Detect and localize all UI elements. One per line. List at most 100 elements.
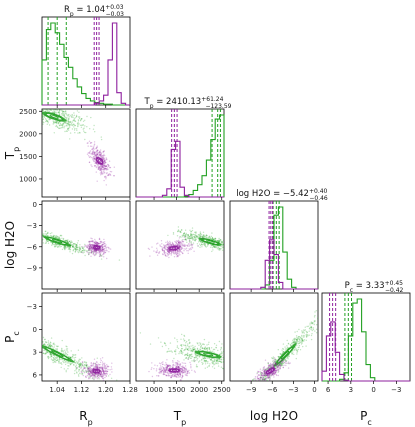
sample-point	[274, 367, 277, 369]
sample-point	[70, 242, 72, 244]
sample-point	[170, 365, 172, 368]
sample-point	[106, 257, 108, 260]
sample-point	[55, 121, 57, 124]
sample-point	[36, 231, 37, 232]
sample-point	[93, 143, 96, 145]
sample-point	[265, 369, 267, 371]
sample-point	[104, 167, 107, 170]
sample-point	[185, 247, 188, 249]
sample-point	[203, 343, 205, 346]
sample-point	[45, 120, 47, 123]
sample-point	[180, 370, 182, 372]
sample-point	[261, 377, 263, 379]
sample-point	[212, 249, 214, 251]
sample-point	[181, 239, 183, 241]
sample-point	[75, 248, 77, 250]
sample-point	[176, 244, 178, 246]
sample-point	[259, 372, 262, 375]
sample-point	[95, 363, 97, 366]
sample-point	[44, 341, 47, 343]
sample-point	[176, 244, 179, 246]
sample-point	[182, 238, 184, 241]
sample-point	[174, 375, 176, 378]
sample-point	[170, 376, 172, 379]
sample-point	[101, 363, 104, 365]
diagonal-panel-Rp: Rp = 1.04+0.03 −0.03	[41, 4, 131, 106]
sample-point	[103, 162, 106, 164]
sample-point	[311, 329, 313, 332]
sample-point	[49, 345, 52, 348]
sample-point	[191, 349, 193, 352]
sample-point	[181, 245, 183, 247]
sample-point	[281, 363, 283, 366]
sample-point	[75, 115, 78, 118]
sample-point	[225, 247, 226, 248]
sample-point	[71, 356, 74, 358]
sample-point	[78, 360, 80, 362]
sample-point	[180, 251, 182, 253]
sample-point	[267, 377, 269, 379]
sample-point	[277, 355, 279, 358]
sample-point	[90, 237, 92, 239]
sample-point	[51, 241, 54, 244]
sample-point	[79, 124, 82, 127]
sample-point	[72, 249, 75, 251]
sample-point	[285, 360, 288, 362]
sample-point	[203, 242, 205, 245]
sample-point	[223, 352, 224, 353]
sample-point	[264, 378, 266, 381]
sample-point	[75, 367, 78, 370]
sample-point	[185, 239, 188, 241]
sample-point	[92, 374, 94, 376]
sample-point	[56, 359, 58, 362]
sample-point	[43, 233, 45, 235]
sample-point	[209, 237, 211, 239]
sample-point	[221, 249, 224, 251]
sample-point	[227, 356, 228, 357]
sample-point	[74, 117, 77, 119]
sample-point	[179, 242, 181, 244]
sample-point	[52, 235, 54, 237]
sample-point	[100, 136, 103, 138]
sample-point	[85, 361, 88, 364]
sample-point	[56, 120, 58, 123]
sample-point	[101, 367, 103, 369]
sample-point	[93, 160, 95, 162]
sample-point	[19, 229, 20, 230]
sample-point	[176, 373, 179, 376]
sample-point	[226, 354, 227, 355]
sample-point	[213, 360, 215, 362]
sample-point	[73, 243, 75, 245]
sample-point	[221, 241, 223, 243]
sample-point	[55, 109, 57, 111]
sample-point	[204, 244, 206, 246]
sample-point	[91, 245, 93, 248]
sample-point	[33, 339, 34, 340]
sample-point	[84, 361, 86, 363]
sample-point	[175, 375, 177, 377]
sample-point	[81, 118, 83, 120]
sample-point	[103, 373, 105, 375]
sample-point	[40, 341, 41, 342]
sample-point	[219, 239, 222, 241]
sample-point	[103, 167, 106, 169]
sample-point	[69, 138, 71, 140]
sample-point	[73, 247, 76, 249]
title-title-plus: +61.24	[201, 96, 223, 103]
sample-point	[226, 359, 227, 360]
sample-point	[154, 364, 156, 366]
sample-point	[45, 241, 47, 243]
sample-point	[287, 347, 289, 349]
sample-point	[270, 366, 272, 368]
sample-point	[203, 356, 206, 359]
sample-point	[169, 350, 171, 352]
sample-point	[39, 106, 40, 107]
sample-point	[169, 242, 171, 244]
sample-point	[71, 128, 74, 130]
sample-point	[106, 370, 109, 373]
pair-panel-Tp-Pc	[135, 292, 228, 382]
sample-point	[293, 338, 295, 340]
sample-point	[180, 371, 183, 373]
sample-point	[46, 240, 49, 242]
sample-point	[94, 151, 96, 154]
